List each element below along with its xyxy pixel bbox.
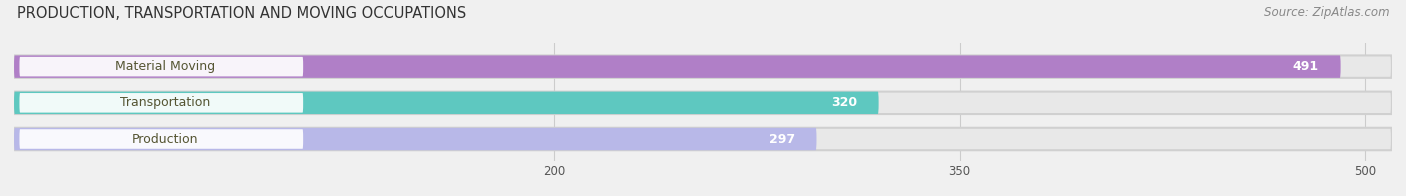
- FancyBboxPatch shape: [14, 128, 817, 150]
- FancyBboxPatch shape: [14, 55, 1392, 78]
- Text: PRODUCTION, TRANSPORTATION AND MOVING OCCUPATIONS: PRODUCTION, TRANSPORTATION AND MOVING OC…: [17, 6, 467, 21]
- FancyBboxPatch shape: [14, 55, 1340, 78]
- Text: Material Moving: Material Moving: [115, 60, 215, 73]
- FancyBboxPatch shape: [20, 129, 304, 149]
- Text: 297: 297: [769, 132, 794, 145]
- Text: Source: ZipAtlas.com: Source: ZipAtlas.com: [1264, 6, 1389, 19]
- Text: 320: 320: [831, 96, 858, 109]
- FancyBboxPatch shape: [14, 128, 1392, 150]
- Text: Transportation: Transportation: [121, 96, 211, 109]
- Text: Production: Production: [132, 132, 198, 145]
- FancyBboxPatch shape: [14, 92, 1392, 114]
- FancyBboxPatch shape: [14, 92, 879, 114]
- Text: 491: 491: [1294, 60, 1319, 73]
- FancyBboxPatch shape: [20, 93, 304, 113]
- FancyBboxPatch shape: [20, 57, 304, 76]
